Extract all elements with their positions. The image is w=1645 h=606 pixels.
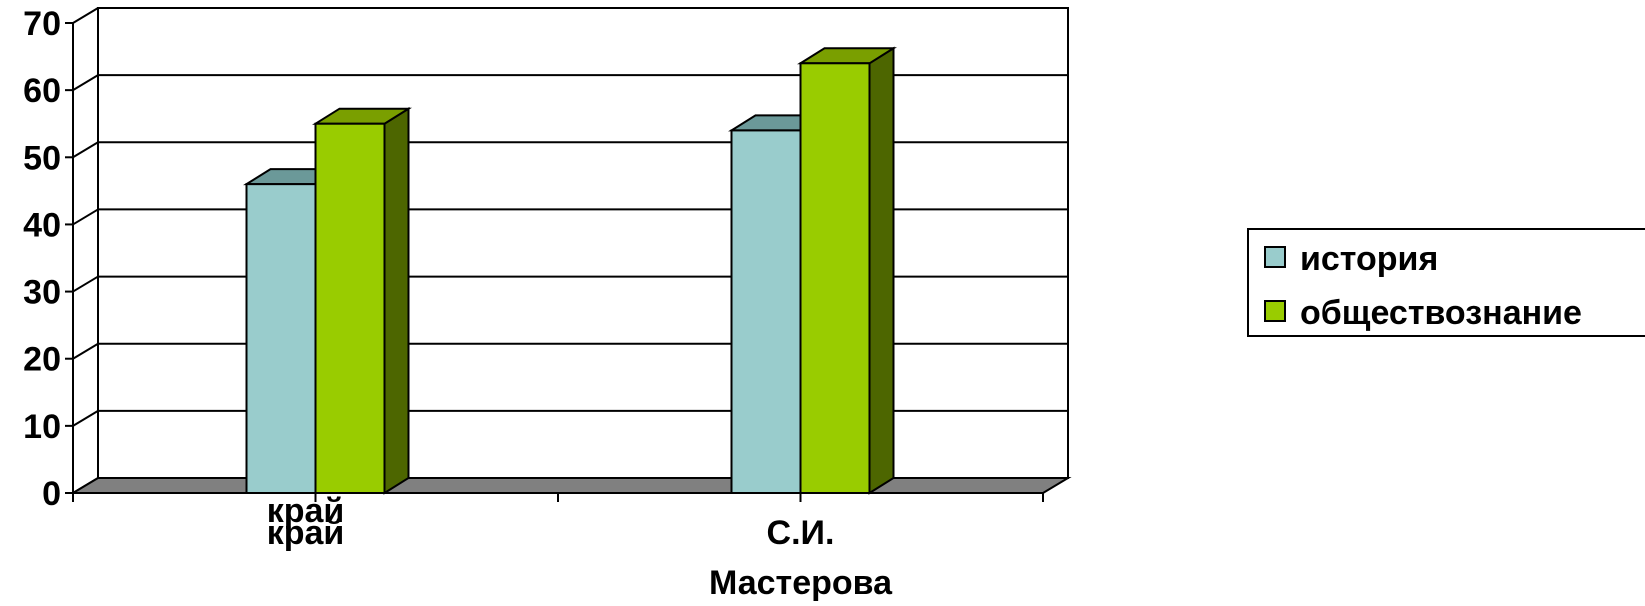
bar-1-0 xyxy=(312,106,412,495)
back-wall-rect xyxy=(97,7,1069,479)
gridline-depth xyxy=(72,342,99,360)
y-tick-label: 20 xyxy=(23,341,61,379)
y-tick-label: 10 xyxy=(23,408,61,446)
plot-back-wall xyxy=(97,7,1069,479)
plot-floor xyxy=(69,477,1072,494)
bars xyxy=(243,46,897,495)
legend: история обществознание xyxy=(1247,228,1645,337)
bar-front xyxy=(314,122,386,494)
bar-side xyxy=(868,46,895,495)
y-tick-label: 30 xyxy=(23,274,61,312)
legend-box xyxy=(1247,228,1645,337)
bar-1-1 xyxy=(797,46,897,495)
bar-front xyxy=(799,62,871,495)
legend-swatch-обществознание xyxy=(1264,300,1286,322)
bar-front xyxy=(730,129,802,495)
gridline-depth xyxy=(72,7,99,24)
bar-front xyxy=(245,183,317,494)
y-tick-label: 40 xyxy=(23,206,61,244)
legend-label-история: история xyxy=(1300,240,1438,278)
bar-side xyxy=(383,106,410,495)
legend-label-обществознание: обществознание xyxy=(1300,294,1582,332)
gridline-depth xyxy=(72,208,99,226)
x-category-label-line: край xyxy=(267,514,345,552)
gridline-depth xyxy=(72,409,99,427)
y-tick-label: 70 xyxy=(23,5,61,43)
x-category-label-line: Мастерова xyxy=(709,564,893,602)
legend-swatch-история xyxy=(1264,246,1286,268)
floor-plane xyxy=(69,477,1072,494)
gridline-depth xyxy=(72,275,99,293)
y-tick-label: 60 xyxy=(23,72,61,110)
x-category-label-line: С.И. xyxy=(767,514,835,552)
gridline-depth xyxy=(72,74,99,92)
y-tick-label: 50 xyxy=(23,139,61,177)
axes xyxy=(65,8,1044,502)
y-axis-tick-labels: 0 10 20 30 40 50 60 70 xyxy=(23,5,61,513)
y-tick-label: 0 xyxy=(42,475,61,513)
x-category-label-line: край xyxy=(267,492,345,530)
gridline-depth xyxy=(72,141,99,159)
